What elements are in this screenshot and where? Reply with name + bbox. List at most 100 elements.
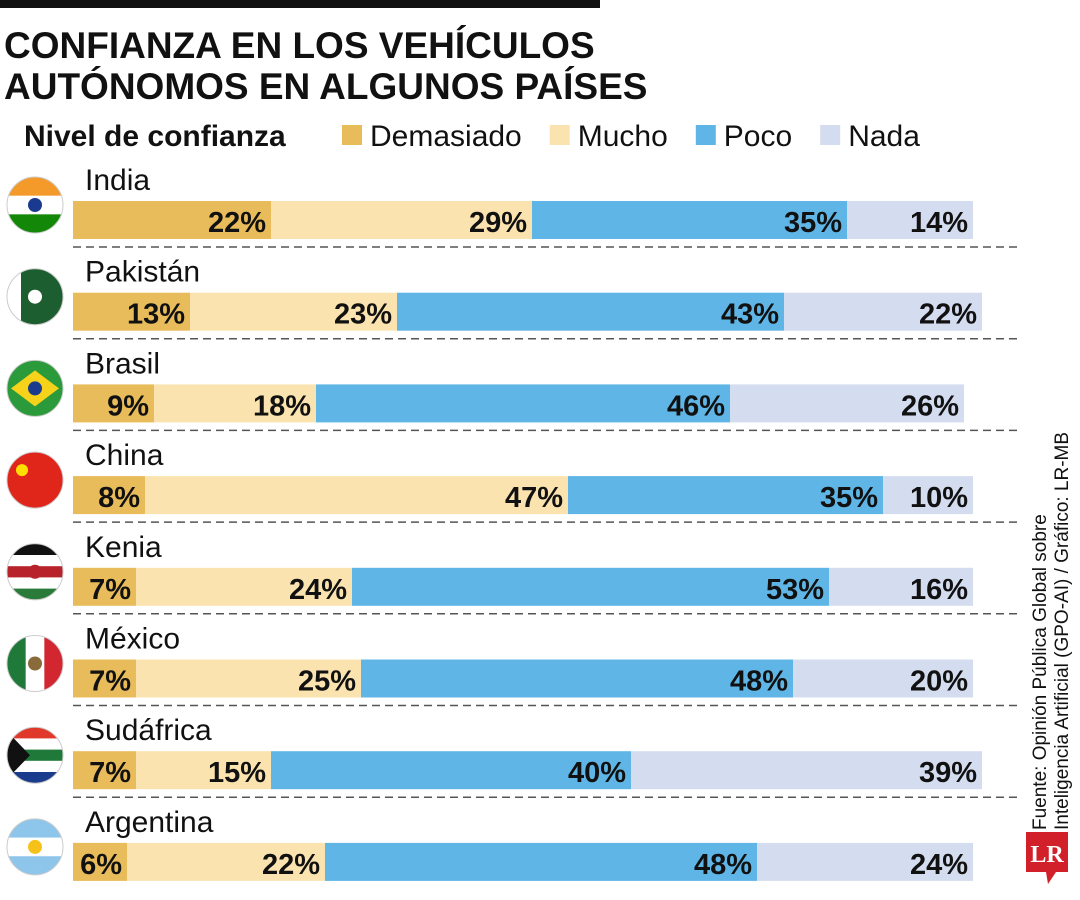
flag (7, 360, 63, 417)
value-label: 47% (505, 482, 563, 514)
flag (7, 635, 63, 692)
flag-emblem (28, 289, 42, 304)
value-label: 22% (262, 849, 320, 881)
bar-segment (73, 476, 145, 515)
bar-segment (73, 201, 271, 239)
value-label: 35% (820, 482, 878, 514)
flag-stripe (7, 543, 63, 556)
value-label: 20% (910, 666, 968, 698)
legend-label: Poco (724, 120, 792, 153)
bar-segment (271, 201, 532, 239)
value-label: 18% (253, 390, 311, 422)
flag-stripe (7, 818, 63, 839)
flag-stripe (7, 856, 63, 875)
flag-emblem (28, 564, 42, 579)
bar-segment (316, 384, 730, 423)
value-label: 6% (80, 849, 122, 881)
flag-stripe (35, 268, 50, 325)
bar-segment (730, 384, 964, 423)
value-label: 23% (334, 299, 392, 331)
flag-emblem (28, 381, 42, 396)
category-label: Argentina (85, 806, 214, 839)
logo-box (1026, 832, 1068, 884)
bar-segment (73, 292, 190, 331)
category-label: México (85, 623, 180, 656)
flag-stripe (44, 635, 63, 692)
flag-stripe (7, 749, 63, 762)
value-label: 24% (910, 849, 968, 881)
value-label: 9% (107, 390, 149, 422)
value-label: 22% (919, 299, 977, 331)
bar-segment (532, 201, 847, 239)
flag-stripe (7, 727, 63, 739)
flag-stripe (7, 268, 22, 325)
flag-emblem (28, 839, 42, 854)
bar-segment (784, 292, 982, 331)
bar-segment (631, 751, 982, 790)
value-label: 29% (469, 207, 527, 239)
category-label: Sudáfrica (85, 714, 212, 747)
value-label: 48% (730, 666, 788, 698)
bar-segment (73, 842, 127, 881)
value-label: 14% (910, 207, 968, 239)
legend-swatch (342, 125, 362, 145)
value-label: 15% (208, 757, 266, 789)
bar-segment (397, 292, 784, 331)
value-label: 43% (721, 299, 779, 331)
flag-border (6, 635, 64, 692)
flag (7, 452, 63, 509)
flag-stripe (7, 588, 63, 600)
legend-label: Nada (848, 120, 920, 153)
bar-segment (847, 201, 973, 239)
bar-segment (73, 567, 136, 606)
chart-title: AUTÓNOMOS EN ALGUNOS PAÍSES (4, 65, 647, 107)
bar-segment (883, 476, 973, 515)
value-label: 46% (667, 390, 725, 422)
category-label: Pakistán (85, 256, 200, 289)
flag-stripe (7, 772, 63, 784)
flag-stripe (7, 214, 63, 233)
flag-border (6, 451, 64, 509)
legend-label: Mucho (578, 120, 668, 153)
bar-segment (73, 384, 154, 423)
logo: LR (1030, 842, 1064, 868)
source-line: Inteligencia Artificial (GPO-AI) / Gráfi… (1052, 432, 1073, 830)
flag (7, 177, 63, 233)
bar-segment (352, 567, 829, 606)
bar-segment (154, 384, 316, 423)
value-label: 48% (694, 849, 752, 881)
flag-stripe (49, 268, 63, 325)
value-label: 53% (766, 574, 824, 606)
flag (7, 818, 63, 875)
top-rule (0, 0, 600, 8)
flag-border (6, 543, 64, 601)
category-label: China (85, 439, 164, 472)
flag-stripe (7, 635, 27, 692)
bar-segment (145, 476, 568, 515)
value-label: 22% (208, 207, 266, 239)
value-label: 7% (89, 666, 131, 698)
value-label: 39% (919, 757, 977, 789)
category-label: Brasil (85, 347, 160, 380)
category-label: India (85, 164, 150, 197)
flag-emblem (28, 198, 42, 212)
flag (7, 543, 63, 600)
flag-stripe (7, 452, 63, 509)
value-label: 8% (98, 482, 140, 514)
flag-border (6, 726, 64, 784)
bar-segment (73, 659, 136, 698)
bar-segment (568, 476, 883, 515)
bar-segment (136, 567, 352, 606)
value-label: 10% (910, 482, 968, 514)
value-label: 13% (127, 299, 185, 331)
value-label: 7% (89, 757, 131, 789)
flag-stripe (7, 577, 63, 590)
flag-border (6, 268, 64, 326)
flag-stripe (7, 555, 63, 567)
bar-segment (829, 567, 973, 606)
legend-swatch (820, 125, 841, 145)
category-label: Kenia (85, 531, 162, 564)
value-label: 40% (568, 757, 626, 789)
bar-segment (127, 842, 325, 881)
flag-star (16, 464, 28, 477)
